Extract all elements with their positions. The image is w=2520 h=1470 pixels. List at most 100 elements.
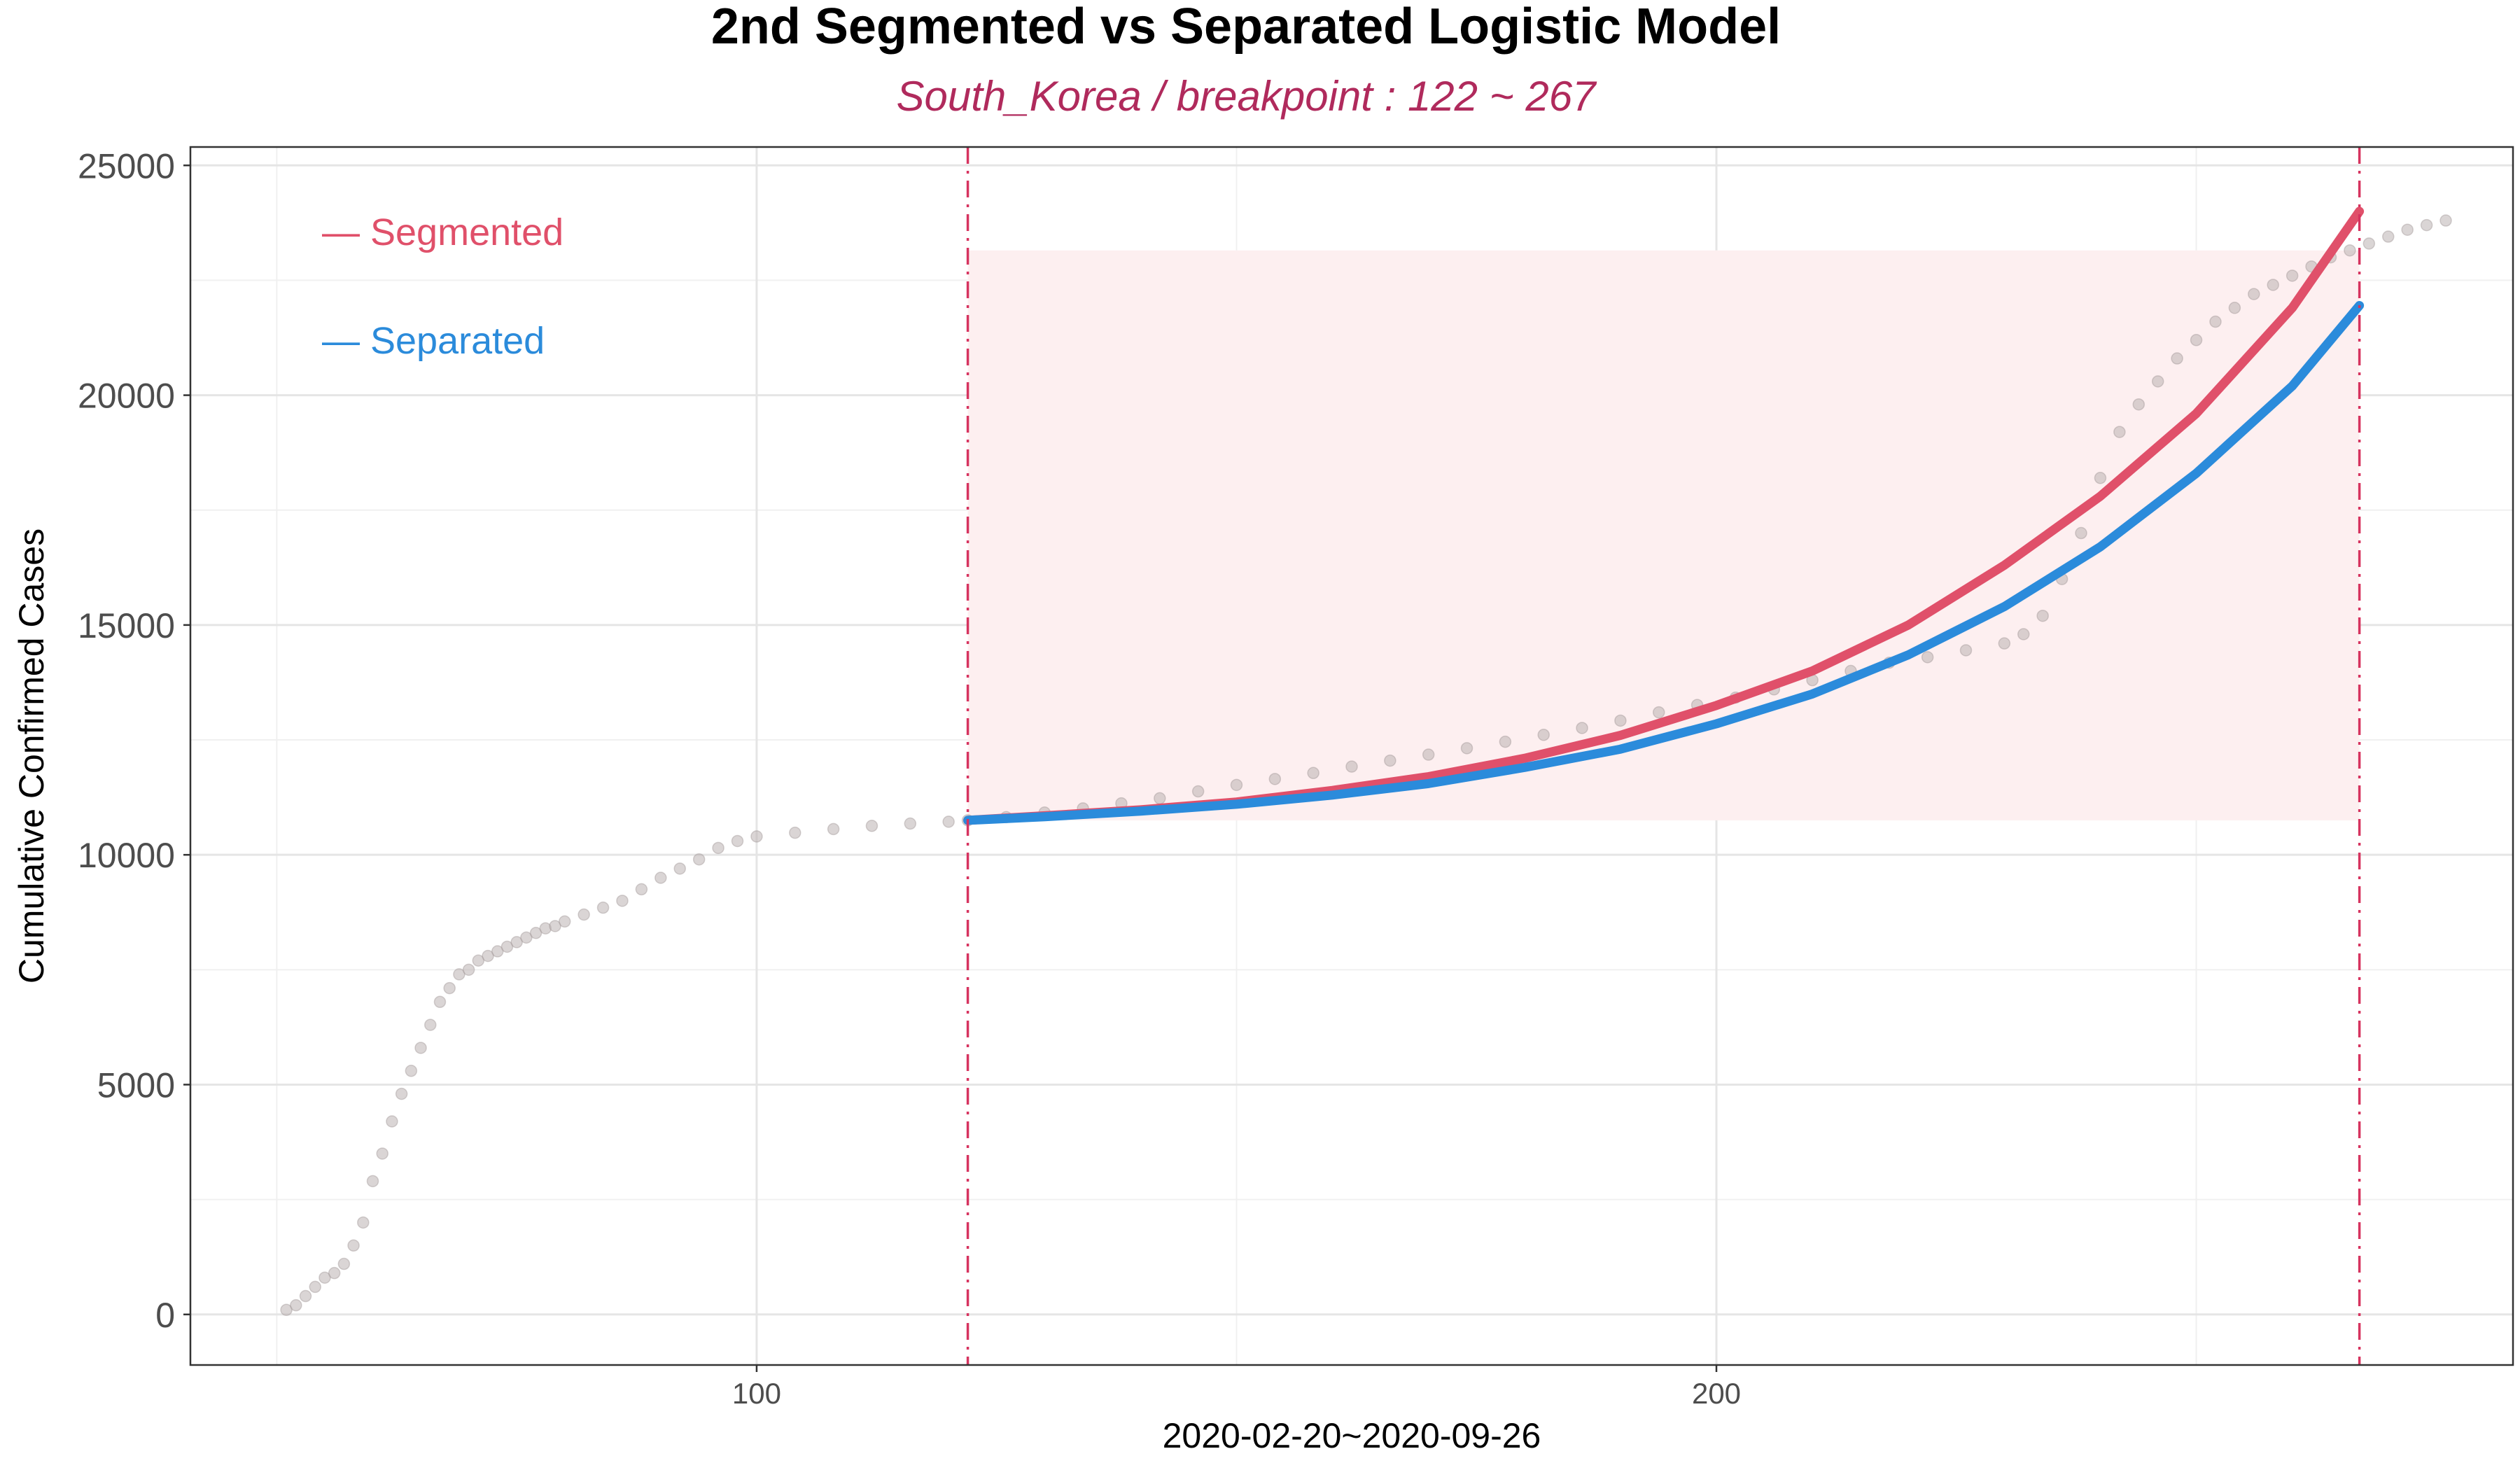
observed-point	[731, 834, 744, 848]
observed-point	[347, 1239, 360, 1252]
observed-point	[750, 830, 763, 843]
observed-point	[2094, 472, 2107, 484]
observed-point	[290, 1298, 302, 1312]
observed-point	[1460, 742, 1474, 755]
observed-point	[453, 968, 465, 981]
x-tick-label: 100	[732, 1377, 781, 1410]
observed-point	[424, 1018, 437, 1031]
y-tick-label: 10000	[78, 836, 175, 875]
observed-point	[328, 1266, 341, 1280]
legend: — Segmented — Separated	[322, 211, 564, 362]
observed-point	[1422, 748, 1435, 761]
observed-point	[337, 1257, 351, 1270]
y-tick-label: 5000	[97, 1065, 175, 1105]
observed-point	[309, 1280, 321, 1294]
observed-point	[299, 1289, 312, 1303]
legend-label-separated: — Separated	[322, 320, 545, 362]
chart-subtitle: South_Korea / breakpoint : 122 ~ 267	[896, 73, 1597, 120]
observed-point	[376, 1147, 388, 1160]
legend-label-segmented: — Segmented	[322, 211, 564, 253]
x-axis-ticks: 100 200	[732, 1365, 1741, 1410]
y-tick-label: 20000	[78, 377, 175, 416]
observed-point	[2362, 237, 2376, 250]
observed-point	[1959, 644, 1973, 657]
observed-point	[1345, 760, 1358, 773]
observed-point	[2075, 526, 2087, 540]
observed-point	[2420, 218, 2433, 232]
observed-point	[1499, 735, 1512, 748]
observed-point	[712, 841, 724, 855]
observed-point	[395, 1087, 408, 1100]
observed-point	[482, 949, 494, 962]
x-axis-title: 2020-02-20~2020-09-26	[1163, 1416, 1541, 1455]
observed-point	[1998, 637, 2011, 650]
observed-point	[2151, 375, 2164, 388]
x-tick-label: 200	[1692, 1377, 1741, 1410]
observed-point	[2113, 426, 2126, 438]
observed-point	[1307, 766, 1320, 780]
observed-point	[2344, 244, 2356, 257]
observed-point	[2286, 270, 2299, 282]
observed-point	[2248, 288, 2260, 300]
observed-point	[654, 872, 667, 884]
observed-point	[462, 963, 475, 976]
observed-point	[827, 822, 840, 836]
y-tick-label: 15000	[78, 606, 175, 645]
observed-point	[2190, 334, 2203, 346]
observed-point	[405, 1065, 418, 1077]
observed-point	[692, 853, 706, 866]
observed-point	[1652, 706, 1665, 719]
observed-point	[2382, 230, 2395, 243]
plot-panel-border	[189, 146, 2514, 1366]
observed-point	[1230, 778, 1243, 792]
observed-point	[789, 826, 802, 839]
observed-point	[491, 945, 504, 958]
observed-point	[2267, 279, 2279, 291]
observed-point	[2228, 302, 2241, 314]
observed-point	[2036, 609, 2049, 622]
observed-point	[1154, 792, 1166, 805]
observed-point	[1384, 754, 1396, 767]
observed-point	[2440, 214, 2452, 227]
observed-point	[318, 1271, 331, 1284]
series-line-separated	[963, 301, 2365, 825]
observed-point	[366, 1175, 379, 1188]
observed-point	[549, 920, 561, 932]
observed-point	[2017, 628, 2030, 640]
observed-point	[578, 908, 590, 921]
observed-point	[500, 940, 514, 953]
breakpoint-lines	[966, 147, 2361, 1365]
observed-point	[443, 981, 456, 995]
observed-point	[510, 936, 523, 948]
observed-point	[357, 1216, 370, 1229]
observed-point	[2171, 352, 2183, 365]
observed-point	[529, 927, 542, 939]
observed-point	[558, 915, 571, 928]
observed-point	[616, 895, 629, 907]
observed-point	[1921, 651, 1934, 664]
observed-point	[865, 820, 878, 832]
observed-point	[433, 995, 447, 1009]
y-axis-title: Cumulative Confirmed Cases	[12, 528, 51, 983]
y-tick-label: 25000	[78, 146, 175, 186]
observed-point	[520, 931, 533, 944]
observed-point	[1576, 722, 1588, 734]
observed-point	[2132, 398, 2146, 411]
fitted-series	[963, 206, 2365, 825]
observed-point	[1614, 714, 1627, 727]
observed-point	[904, 817, 917, 830]
observed-point	[1268, 773, 1282, 785]
observed-point	[1191, 785, 1205, 798]
observed-point	[596, 901, 610, 914]
observed-point	[942, 816, 955, 828]
observed-point	[1537, 729, 1550, 741]
observed-point	[414, 1042, 427, 1054]
observed-point	[2401, 223, 2414, 236]
observed-point	[472, 954, 485, 967]
observed-point	[386, 1115, 398, 1128]
observed-point	[2209, 315, 2222, 328]
y-axis-ticks: 0 5000 10000 15000 20000 25000	[78, 146, 190, 1335]
observed-point	[635, 883, 648, 896]
